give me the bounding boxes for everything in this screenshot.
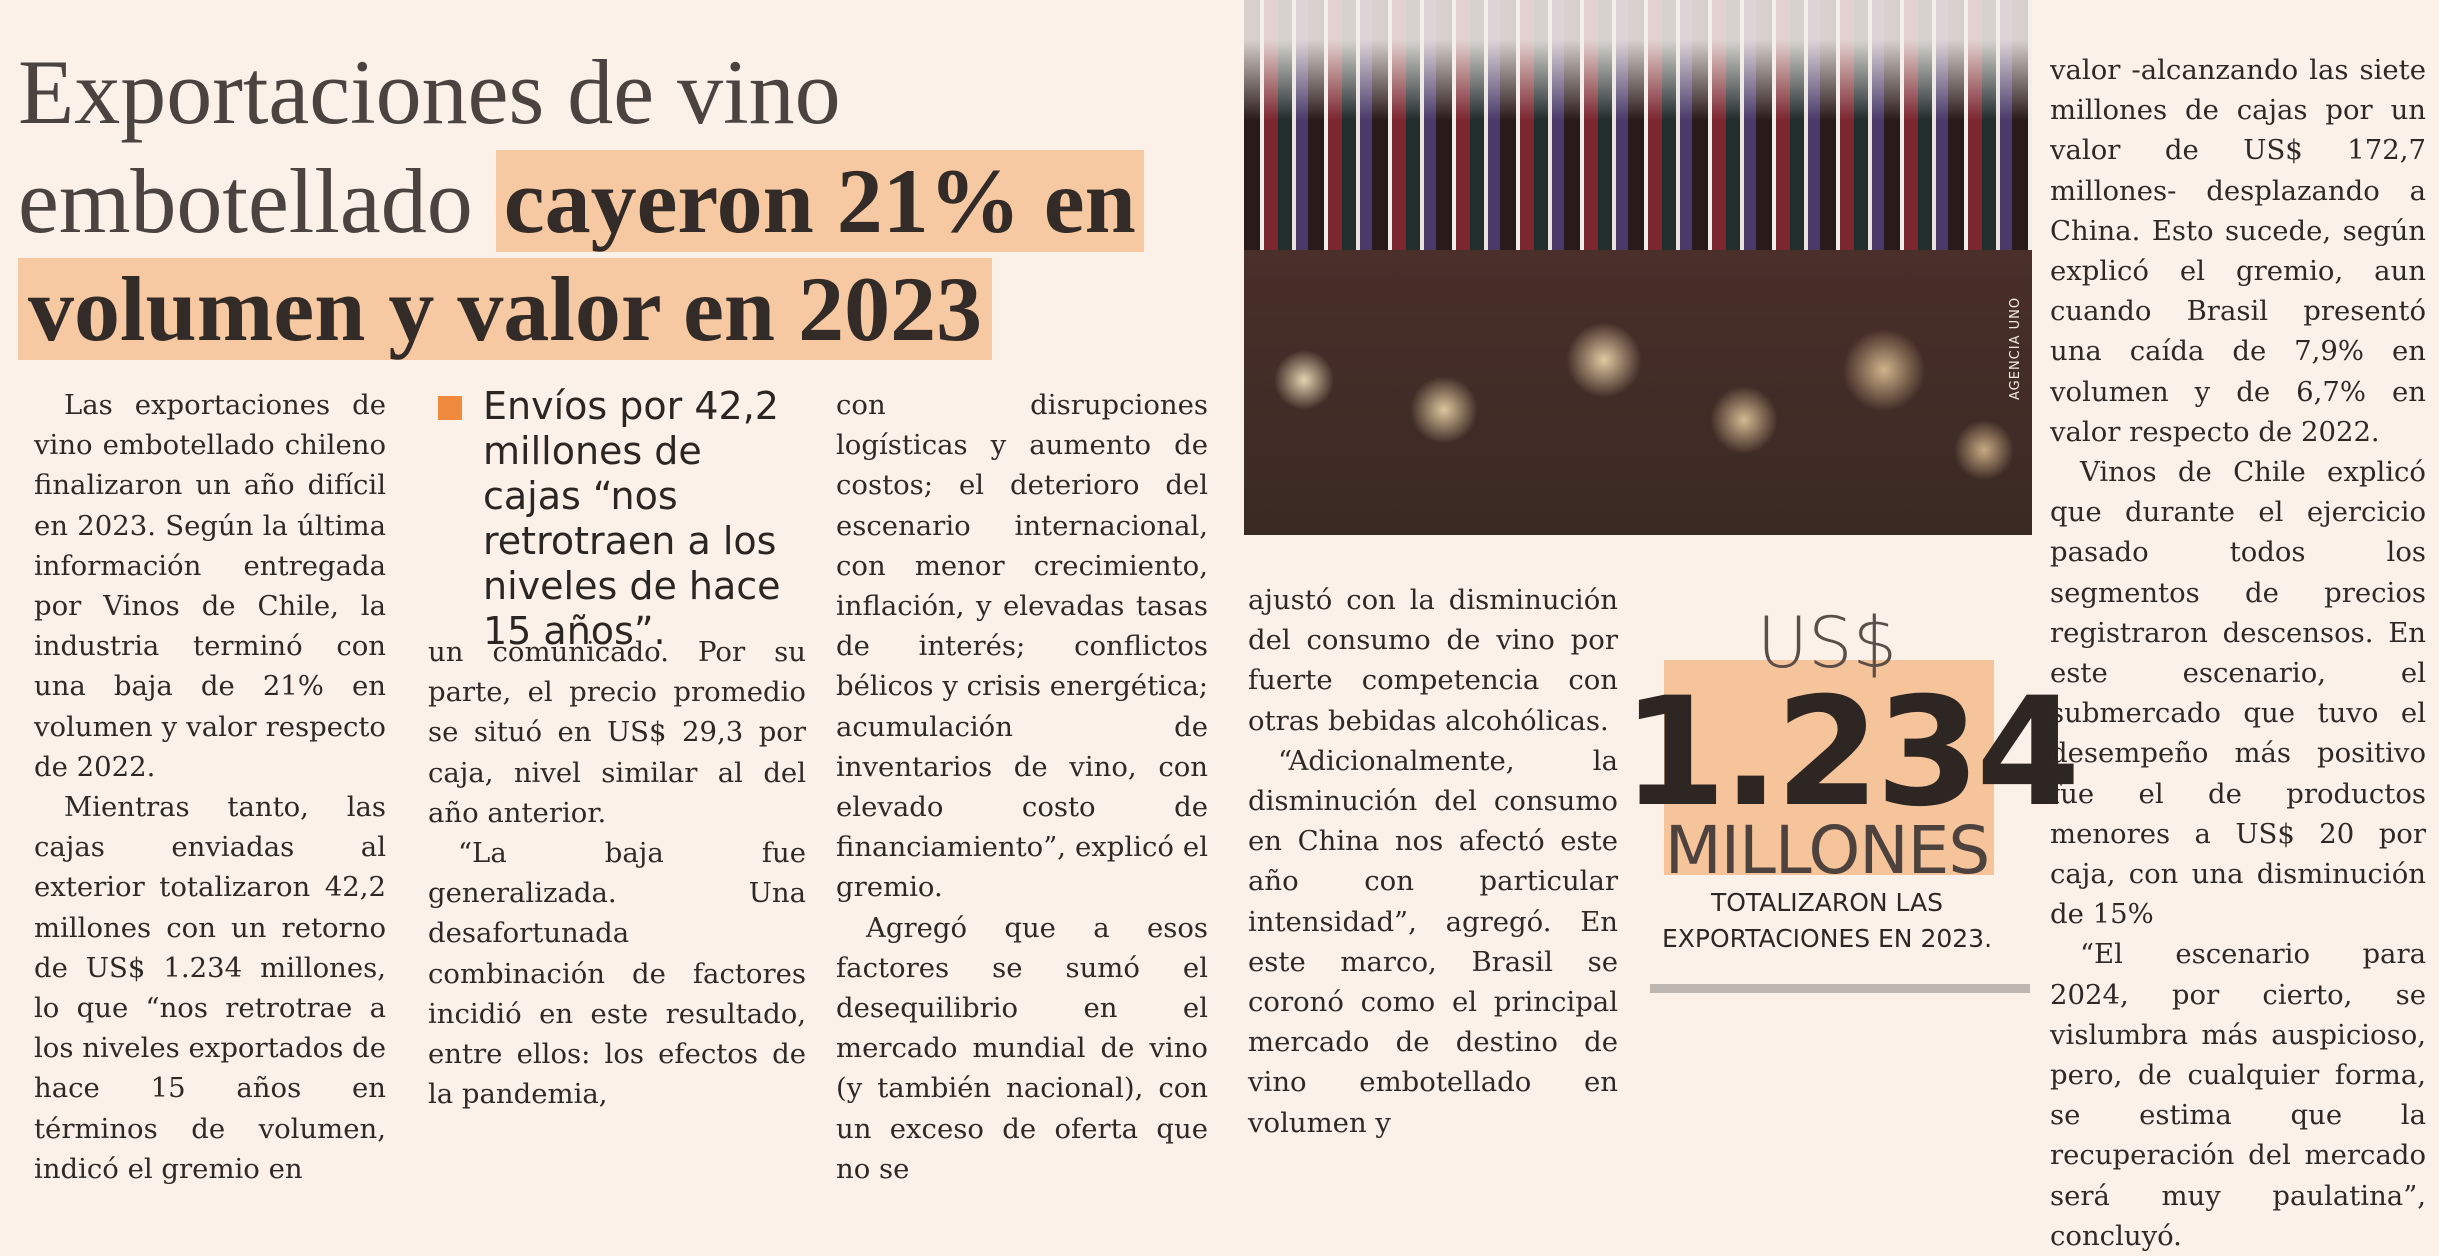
stat-number: 1.234 bbox=[1622, 666, 2080, 840]
paragraph: “Adicionalmente, la disminución del cons… bbox=[1248, 744, 1618, 1139]
stat-highlight-background bbox=[1664, 660, 1994, 875]
photo-credit: AGENCIA UNO bbox=[2008, 296, 2023, 400]
pull-quote: Envíos por 42,2 millones de cajas “nos r… bbox=[428, 380, 806, 653]
headline-line-1: Exportaciones de vino bbox=[18, 41, 841, 143]
paragraph: Las exportaciones de vino embotellado ch… bbox=[34, 389, 386, 783]
article-column-3: con disrupciones logísticas y aumento de… bbox=[836, 385, 1208, 1189]
paragraph: Agregó que a esos factores se sumó el de… bbox=[836, 911, 1208, 1185]
export-total-stat: US$ 1.234 MILLONES TOTALIZARON LAS EXPOR… bbox=[1622, 580, 2080, 953]
paragraph: Mientras tanto, las cajas enviadas al ex… bbox=[34, 791, 386, 1185]
headline-line-3: volumen y valor en 2023 bbox=[18, 255, 1238, 364]
article-column-4: ajustó con la disminución del consumo de… bbox=[1248, 580, 1618, 1143]
headline-line-3-highlight: volumen y valor en 2023 bbox=[18, 258, 993, 361]
paragraph: valor -alcanzando las siete millones de … bbox=[2050, 54, 2426, 448]
headline-line-2-highlight: cayeron 21% en bbox=[495, 149, 1144, 252]
article-column-2: un comunicado. Por su parte, el precio p… bbox=[428, 632, 806, 1114]
stat-caption: TOTALIZARON LAS EXPORTACIONES EN 2023. bbox=[1661, 888, 1993, 953]
paragraph: “El escenario para 2024, por cierto, se … bbox=[2050, 938, 2426, 1252]
article-column-1: Las exportaciones de vino embotellado ch… bbox=[34, 385, 386, 1189]
stat-currency: US$ bbox=[1756, 602, 1898, 684]
paragraph: “La baja fue generalizada. Una desafortu… bbox=[428, 837, 806, 1111]
paragraph: con disrupciones logísticas y aumento de… bbox=[836, 389, 1208, 904]
divider bbox=[1650, 984, 2030, 993]
wine-bottles-photo bbox=[1244, 0, 2032, 535]
article-column-5: valor -alcanzando las siete millones de … bbox=[2050, 50, 2426, 1256]
headline-line-2-plain: embotellado bbox=[18, 149, 473, 252]
headline-line-2: embotellado cayeron 21% en bbox=[18, 147, 1238, 256]
headline: Exportaciones de vino embotellado cayero… bbox=[18, 38, 1238, 364]
pull-quote-text: Envíos por 42,2 millones de cajas “nos r… bbox=[483, 384, 781, 653]
bottle-shelf bbox=[1244, 0, 2032, 250]
orange-square-icon bbox=[438, 396, 462, 420]
paragraph: Vinos de Chile explicó que durante el ej… bbox=[2050, 456, 2426, 931]
blurred-bottle-caps bbox=[1244, 250, 2032, 535]
stat-unit: MILLONES bbox=[1664, 812, 1991, 889]
paragraph: ajustó con la disminución del consumo de… bbox=[1248, 584, 1618, 737]
paragraph: un comunicado. Por su parte, el precio p… bbox=[428, 636, 806, 829]
